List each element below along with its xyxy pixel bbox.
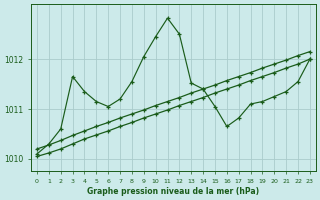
X-axis label: Graphe pression niveau de la mer (hPa): Graphe pression niveau de la mer (hPa) <box>87 187 260 196</box>
